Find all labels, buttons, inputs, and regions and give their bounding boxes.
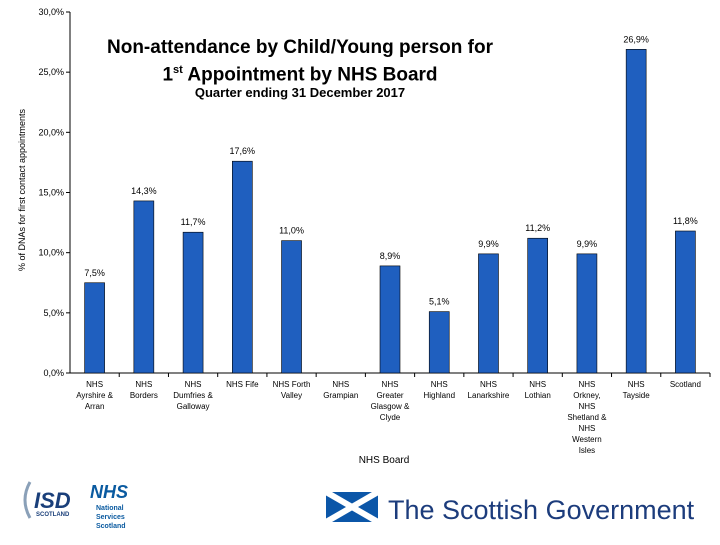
data-label: 17,6% xyxy=(230,146,256,156)
nhs-logo-sub3: Scotland xyxy=(96,523,126,530)
bar xyxy=(478,253,499,374)
chart-subtitle: Quarter ending 31 December 2017 xyxy=(194,85,406,100)
y-tick-label: 30,0% xyxy=(38,7,64,17)
y-tick-label: 15,0% xyxy=(38,188,64,198)
data-labels: 7,5% 14,3% 11,7% 17,6% 11,0% 8,9% 5,1% 9,9% 11,2… xyxy=(84,34,697,306)
data-label: 26,9% xyxy=(623,34,649,44)
bar xyxy=(379,265,401,374)
logo-bar: ISD SCOTLAND NHS National Services Scotl… xyxy=(0,470,720,540)
x-tick-label: NHS Orkney, NHS Shetland & NHS Western Isles xyxy=(567,380,607,455)
nhs-nss-logo: NHS National Services Scotland xyxy=(90,482,128,530)
y-tick-labels: 0,0% 5,0% 10,0% 15,0% 20,0% 25,0% 30,0% xyxy=(38,7,64,378)
isd-logo-subtext: SCOTLAND xyxy=(36,512,70,518)
bar xyxy=(428,311,450,374)
data-label: 11,2% xyxy=(525,223,550,233)
bar xyxy=(576,253,598,374)
x-tick-label: NHS Borders xyxy=(130,380,158,400)
y-tick-label: 0,0% xyxy=(43,368,64,378)
scottish-government-logo-text: The Scottish Government xyxy=(388,495,695,525)
x-tick-label: NHS Fife xyxy=(226,380,259,389)
chart-title-line1: Non-attendance by Child/Young person for xyxy=(107,37,493,58)
data-label: 7,5% xyxy=(84,268,105,278)
x-tick-label: NHS Lothian xyxy=(525,380,551,400)
data-label: 8,9% xyxy=(380,251,401,261)
data-label: 11,8% xyxy=(673,216,698,226)
x-tick-label: NHS Highland xyxy=(423,380,455,400)
bar xyxy=(232,160,253,374)
x-tick-label: NHS Tayside xyxy=(623,380,651,400)
x-tick-label: Scotland xyxy=(670,380,701,389)
y-tick-label: 5,0% xyxy=(43,308,64,318)
y-tick-label: 25,0% xyxy=(38,67,64,77)
isd-logo: ISD SCOTLAND xyxy=(23,481,71,519)
isd-swoosh-icon xyxy=(23,481,32,519)
data-label: 14,3% xyxy=(131,186,157,196)
y-axis-label: % of DNAs for first contact appointments xyxy=(17,108,27,271)
x-tick-label: NHS Greater Glasgow & Clyde xyxy=(371,380,410,422)
bar xyxy=(281,240,302,374)
data-label: 11,7% xyxy=(181,217,206,227)
x-category-labels: NHS Ayrshire & Arran NHS Borders NHS Dumfries … xyxy=(76,380,701,455)
nhs-logo-text: NHS xyxy=(90,482,128,502)
x-tick-label: NHS Ayrshire & Arran xyxy=(76,380,113,411)
bar xyxy=(625,49,647,374)
x-tick-label: NHS Grampian xyxy=(323,380,358,400)
nhs-logo-sub2: Services xyxy=(96,514,125,521)
data-label: 5,1% xyxy=(429,297,450,307)
bar xyxy=(182,231,204,374)
bar xyxy=(527,237,548,374)
bar xyxy=(675,230,696,374)
bar xyxy=(133,200,155,374)
title-part: Appointment by NHS Board xyxy=(182,64,438,86)
x-tick-label: NHS Lanarkshire xyxy=(468,380,510,400)
bar xyxy=(84,282,105,374)
chart-title: Non-attendance by Child/Young person for… xyxy=(80,36,520,86)
data-label: 11,0% xyxy=(279,226,304,236)
chart-title-line2: 1st Appointment by NHS Board xyxy=(80,59,520,86)
data-label: 9,9% xyxy=(478,239,499,249)
x-axis-label: NHS Board xyxy=(359,455,410,466)
x-tick-label: NHS Forth Valley xyxy=(273,380,311,400)
logos-svg: ISD SCOTLAND NHS National Services Scotl… xyxy=(23,481,695,530)
title-superscript: st xyxy=(173,64,183,76)
y-tick-label: 20,0% xyxy=(38,127,64,137)
nhs-logo-sub1: National xyxy=(96,505,124,512)
bar-series xyxy=(84,49,696,374)
y-tick-label: 10,0% xyxy=(38,248,64,258)
saltire-flag-icon xyxy=(324,489,380,525)
title-part: 1 xyxy=(162,64,174,86)
data-label: 9,9% xyxy=(577,239,598,249)
bar-chart: 0,0% 5,0% 10,0% 15,0% 20,0% 25,0% 30,0% 7,5% 14… xyxy=(17,7,711,466)
isd-logo-text: ISD xyxy=(34,488,71,513)
x-tick-label: NHS Dumfries & Galloway xyxy=(173,380,213,411)
